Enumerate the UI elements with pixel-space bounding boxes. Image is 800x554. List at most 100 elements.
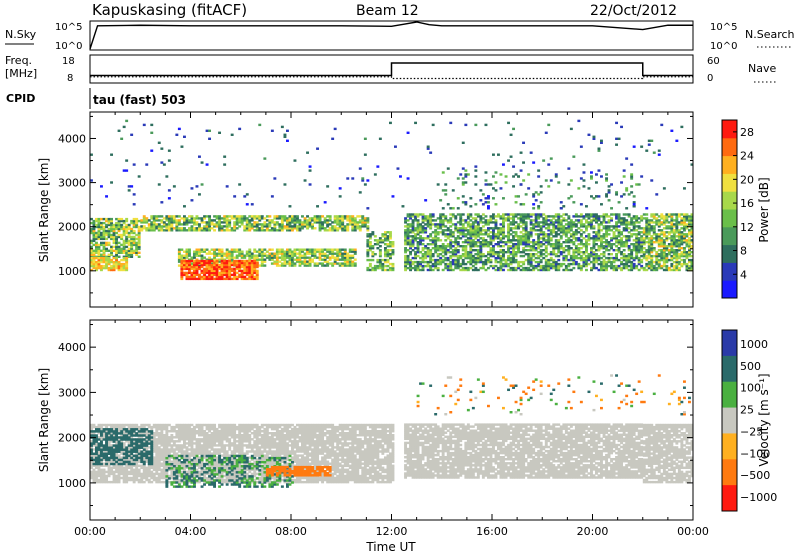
velocity-cell: [117, 454, 121, 457]
power-cell: [205, 263, 209, 267]
power-cell: [436, 223, 440, 226]
power-cell: [690, 268, 694, 272]
power-cell: [454, 215, 458, 218]
power-cell: [368, 268, 372, 272]
power-cell: [569, 268, 573, 272]
velocity-cell: [112, 427, 116, 431]
noise-frame: [89, 20, 694, 51]
power-cell: [142, 215, 146, 218]
power-cell: [657, 229, 661, 232]
power-cell: [431, 262, 435, 266]
power-cell: [288, 260, 292, 263]
power-cell: [650, 225, 654, 228]
power-cell: [434, 231, 438, 234]
power-cell: [193, 259, 196, 263]
power-cell: [625, 266, 629, 270]
power-cell: [411, 260, 415, 264]
power-cell: [519, 221, 523, 224]
power-cell: [607, 225, 611, 228]
power-cell: [590, 221, 593, 224]
power-cell: [245, 254, 249, 257]
power-cell: [341, 254, 345, 257]
power-cell: [512, 254, 516, 258]
power-cell: [481, 225, 485, 228]
power-cell: [615, 191, 619, 194]
power-cell: [471, 260, 475, 264]
power-cell: [127, 251, 131, 254]
power-cell: [215, 248, 219, 251]
power-cell: [177, 248, 181, 251]
power-cell: [193, 219, 196, 222]
power-cell: [190, 256, 194, 259]
power-cell: [514, 195, 518, 198]
power-cell: [127, 185, 131, 188]
velocity-cell: [115, 442, 119, 445]
velocity-cell: [127, 456, 131, 459]
power-cell: [190, 273, 194, 277]
power-cell: [554, 268, 558, 272]
power-cell: [102, 255, 106, 258]
power-cell: [386, 260, 390, 264]
power-cell: [218, 260, 222, 263]
power-cell: [278, 223, 282, 226]
power-cell: [273, 215, 277, 218]
power-cell: [497, 235, 500, 238]
power-cell: [602, 217, 606, 220]
power-cell: [142, 123, 146, 127]
power-cell: [230, 260, 234, 263]
power-cell: [183, 221, 186, 224]
power-cell: [544, 221, 548, 224]
power-cell: [122, 258, 126, 262]
power-cell: [494, 235, 498, 238]
power-cell: [567, 247, 571, 250]
power-cell: [200, 261, 204, 265]
power-cell: [122, 268, 126, 272]
power-cell: [597, 217, 601, 220]
power-cell: [507, 229, 511, 232]
power-cell: [662, 245, 666, 248]
power-cell: [620, 268, 624, 272]
power-cell: [645, 241, 649, 244]
power-cell: [492, 253, 495, 256]
power-cell: [441, 251, 445, 254]
power-cell: [607, 229, 611, 232]
power-cell: [630, 185, 634, 188]
power-cell: [125, 251, 129, 254]
power-cell: [404, 233, 408, 236]
power-cell: [690, 163, 694, 166]
power-cell: [481, 243, 485, 246]
power-cell: [250, 203, 254, 206]
power-cell: [597, 268, 601, 272]
power-cell: [160, 229, 164, 232]
power-cell: [459, 233, 463, 236]
power-cell: [152, 227, 156, 230]
power-cell: [529, 227, 533, 230]
power-cell: [286, 225, 289, 228]
power-cell: [421, 268, 425, 272]
power-cell: [547, 233, 551, 236]
power-cell: [291, 254, 294, 257]
cpid-mode: tau (fast) 503: [93, 93, 186, 107]
power-cell: [456, 266, 460, 270]
noise-series-line: [89, 21, 693, 50]
power-cell: [112, 260, 116, 264]
power-cell: [454, 225, 458, 228]
power-cell: [527, 187, 531, 190]
power-cell: [632, 262, 636, 266]
power-cell: [461, 235, 465, 238]
power-cell: [102, 229, 106, 233]
power-cell: [610, 213, 614, 216]
power-cell: [650, 139, 654, 142]
power-cell: [569, 221, 573, 224]
power-cell: [95, 247, 98, 251]
power-cell: [592, 219, 596, 222]
power-cell: [675, 245, 679, 248]
power-cell: [260, 256, 264, 259]
power-cell: [321, 258, 325, 261]
power-cell: [431, 219, 435, 222]
power-cell: [683, 239, 686, 242]
power-cell: [384, 243, 387, 246]
power-cell: [240, 269, 244, 273]
power-cell: [677, 237, 681, 240]
power-cell: [419, 223, 423, 226]
